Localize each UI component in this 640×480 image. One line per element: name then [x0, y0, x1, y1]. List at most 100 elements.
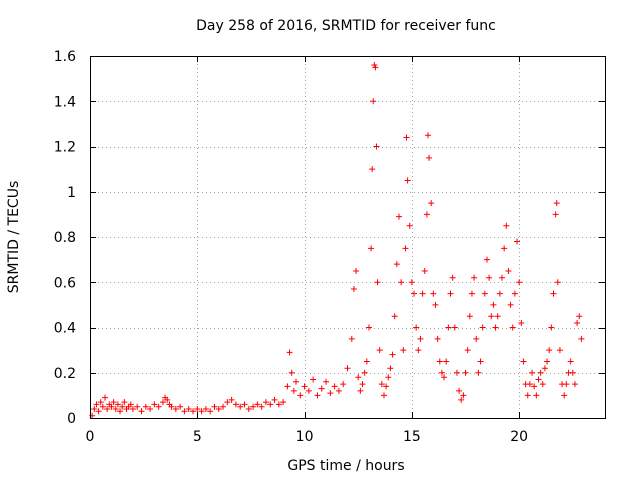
data-point — [494, 313, 501, 320]
data-point — [402, 245, 409, 252]
data-point — [340, 381, 347, 388]
data-point — [424, 132, 431, 139]
data-point — [376, 347, 383, 354]
data-point — [550, 290, 557, 297]
data-point — [305, 387, 312, 394]
data-point — [104, 405, 111, 412]
data-point — [177, 403, 184, 410]
data-point — [211, 403, 218, 410]
data-point — [374, 279, 381, 286]
data-point — [492, 324, 499, 331]
ticks — [90, 56, 605, 419]
data-point — [488, 313, 495, 320]
data-point — [481, 290, 488, 297]
data-point — [262, 399, 269, 406]
data-point — [445, 324, 452, 331]
data-point — [159, 399, 166, 406]
data-point — [232, 401, 239, 408]
data-point — [373, 143, 380, 150]
y-tick-label: 1.6 — [54, 49, 76, 65]
data-point — [464, 347, 471, 354]
data-point — [511, 290, 518, 297]
data-point — [129, 405, 136, 412]
data-point — [293, 378, 299, 385]
y-axis-label: SRMTID / TECUs — [6, 181, 22, 294]
data-point — [403, 134, 410, 141]
data-point — [134, 403, 141, 410]
data-point — [359, 381, 366, 388]
data-point — [426, 154, 433, 161]
data-point — [419, 290, 426, 297]
data-point — [441, 374, 448, 381]
data-point — [142, 403, 149, 410]
data-point — [297, 392, 304, 399]
data-point — [391, 313, 398, 320]
data-point — [535, 376, 542, 383]
data-point — [370, 98, 377, 105]
data-point — [110, 399, 117, 406]
data-point — [490, 301, 497, 308]
data-point — [451, 324, 458, 331]
data-point — [556, 347, 563, 354]
data-point — [95, 408, 102, 415]
data-point — [181, 408, 188, 415]
data-point — [365, 324, 372, 331]
data-point — [190, 408, 196, 415]
data-point — [514, 238, 521, 245]
data-point — [155, 403, 162, 410]
data-point — [207, 408, 214, 415]
data-point — [372, 64, 379, 71]
data-point — [220, 403, 227, 410]
data-point — [516, 279, 523, 286]
data-point — [400, 347, 407, 354]
data-point — [456, 387, 463, 394]
data-point — [458, 396, 465, 403]
y-tick-label: 1.4 — [54, 94, 76, 110]
data-point — [507, 301, 514, 308]
data-point — [258, 403, 265, 410]
chart-title: Day 258 of 2016, SRMTID for receiver fun… — [196, 18, 496, 34]
data-point — [479, 324, 486, 331]
data-point — [323, 378, 330, 385]
data-point — [361, 369, 368, 376]
y-tick-label: 0.8 — [54, 230, 76, 246]
data-point — [284, 383, 291, 390]
grid — [90, 56, 605, 418]
data-point — [275, 401, 282, 408]
data-point — [411, 290, 418, 297]
data-point — [541, 365, 548, 372]
x-tick-label: 10 — [296, 429, 314, 445]
data-point — [185, 405, 192, 412]
data-point — [114, 401, 121, 408]
data-point — [348, 335, 355, 342]
data-point — [314, 392, 321, 399]
data-point — [102, 394, 109, 401]
data-point — [505, 267, 512, 274]
data-point — [569, 369, 576, 376]
data-point — [344, 365, 351, 372]
data-point — [245, 405, 252, 412]
data-point — [529, 369, 536, 376]
data-point — [428, 200, 435, 207]
data-point — [91, 405, 98, 412]
data-point — [443, 358, 450, 365]
data-point — [271, 396, 278, 403]
data-point — [518, 319, 525, 326]
data-point — [147, 405, 154, 412]
data-point — [288, 369, 295, 376]
data-point — [290, 387, 297, 394]
data-point — [335, 387, 342, 394]
data-point — [97, 399, 104, 406]
data-point — [385, 374, 392, 381]
data-point — [436, 358, 443, 365]
data-point — [503, 222, 510, 229]
data-point — [496, 290, 503, 297]
data-point — [331, 383, 338, 390]
data-point — [447, 290, 454, 297]
data-point — [224, 399, 231, 406]
data-point — [241, 401, 248, 408]
data-point — [383, 383, 390, 390]
data-point — [524, 392, 531, 399]
data-point — [554, 279, 561, 286]
